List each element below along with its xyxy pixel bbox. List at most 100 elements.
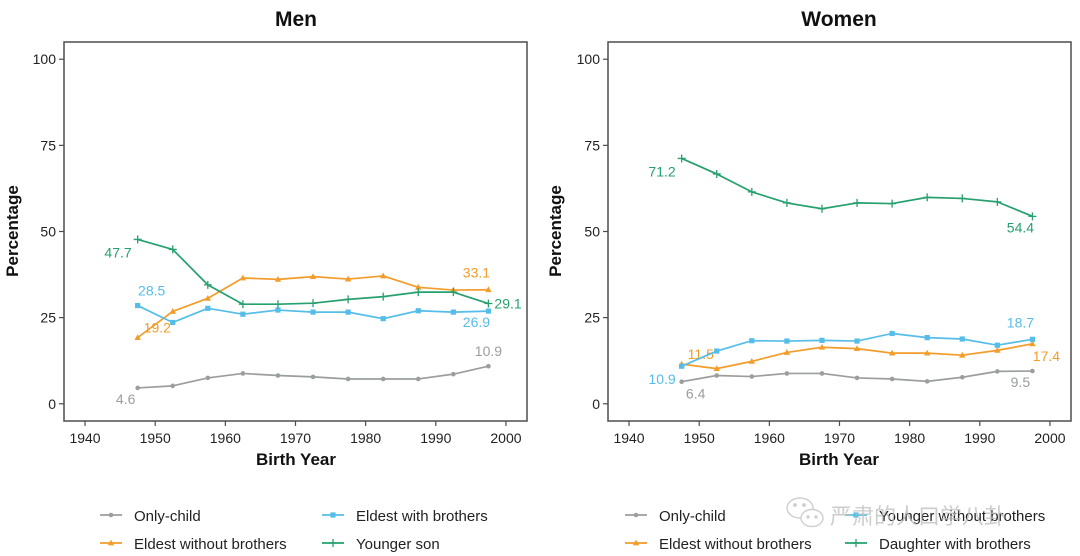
- men-x-tick-label: 1960: [210, 430, 241, 446]
- men-point-eldest_with: [450, 309, 456, 315]
- legend-label: Only-child: [134, 508, 201, 525]
- men-point-only_child: [380, 376, 386, 382]
- legend-label: Eldest without brothers: [134, 536, 287, 553]
- women-point-younger: [712, 169, 721, 178]
- women-point-eldest_without: [1029, 340, 1036, 347]
- women-y-tick-label: 50: [584, 224, 600, 240]
- men-point-eldest_with: [275, 307, 281, 313]
- women-point-only_child: [959, 374, 965, 380]
- men-legend-item-younger: Younger son: [322, 536, 440, 553]
- men-point-eldest_with: [135, 302, 141, 309]
- men-point-younger: [273, 300, 282, 309]
- women-point-younger: [677, 154, 686, 163]
- men-point-younger: [238, 300, 247, 309]
- men-x-tick-label: 1950: [140, 430, 171, 446]
- men-data-label: 28.5: [138, 283, 165, 299]
- men-series-younger: 47.7 29.1: [104, 235, 522, 312]
- women-point-only_child: [784, 371, 790, 376]
- women-point-eldest_with: [784, 338, 790, 344]
- men-point-only_child: [486, 363, 491, 369]
- women-point-eldest_with: [924, 335, 930, 341]
- legend-label: Only-child: [659, 508, 726, 525]
- men-point-eldest_without: [485, 286, 492, 293]
- women-legend-item-younger: Daughter with brothers: [845, 536, 1031, 553]
- women-x-tick-label: 1990: [964, 430, 995, 446]
- women-x-tick-label: 1940: [613, 430, 644, 446]
- legend-label: Younger son: [356, 536, 440, 553]
- legend-swatch-marker: [633, 512, 639, 518]
- men-x-axis-title: Birth Year: [256, 450, 336, 469]
- women-data-label: 71.2: [648, 163, 675, 179]
- women-point-eldest_without: [748, 357, 756, 364]
- men-point-eldest_with: [205, 305, 211, 311]
- women-point-eldest_with: [819, 337, 825, 343]
- women-point-only_child: [679, 379, 684, 385]
- women-point-younger: [1028, 212, 1037, 221]
- men-data-label: 33.1: [463, 265, 490, 281]
- men-point-eldest_with: [485, 308, 492, 314]
- men-series-only_child: 4.6 10.9: [116, 343, 502, 407]
- women-point-eldest_with: [679, 363, 685, 369]
- women-point-only_child: [924, 379, 930, 384]
- men-point-eldest_without: [134, 334, 141, 341]
- men-point-only_child: [205, 375, 211, 381]
- women-plot-frame: [607, 41, 1072, 422]
- legend-label: Eldest without brothers: [659, 536, 812, 553]
- women-point-only_child: [889, 376, 895, 382]
- women-legend-item-only_child: Only-child: [625, 508, 726, 525]
- men-series-eldest_with: 28.5 26.9: [135, 283, 492, 330]
- men-point-only_child: [415, 376, 421, 382]
- men-point-younger: [449, 288, 458, 297]
- men-data-label: 47.7: [104, 244, 131, 260]
- legend-label: Younger without brothers: [879, 508, 1045, 525]
- legend-swatch-marker: [330, 512, 336, 518]
- men-point-only_child: [451, 371, 456, 377]
- men-point-only_child: [240, 371, 246, 376]
- women-point-eldest_with: [854, 338, 860, 344]
- men-point-younger: [168, 245, 177, 254]
- women-point-eldest_without: [783, 349, 791, 355]
- men-point-younger: [414, 288, 423, 297]
- men-point-eldest_without: [309, 273, 317, 280]
- women-y-tick-label: 75: [584, 137, 600, 153]
- men-y-tick-label: 100: [33, 51, 57, 67]
- women-point-younger: [782, 198, 791, 207]
- women-point-eldest_without: [888, 349, 896, 356]
- women-data-label: 11.5: [688, 346, 714, 362]
- legend-label: Daughter with brothers: [879, 536, 1031, 553]
- women-series-younger: 71.2 54.4: [648, 154, 1037, 235]
- men-series-eldest_without: 19.2 33.1: [134, 265, 492, 341]
- women-line-younger: [681, 157, 1033, 218]
- men-point-only_child: [275, 373, 281, 378]
- men-y-tick-label: 25: [40, 310, 56, 326]
- legend-swatch-marker: [853, 512, 859, 518]
- women-point-only_child: [995, 369, 1000, 374]
- men-point-eldest_with: [240, 311, 246, 317]
- women-point-younger: [817, 204, 826, 213]
- women-point-eldest_with: [889, 330, 895, 337]
- men-x-tick-label: 1970: [280, 430, 311, 446]
- men-point-eldest_without: [415, 283, 422, 290]
- men-plot-frame: [63, 41, 528, 422]
- women-point-younger: [888, 199, 897, 208]
- men-x-tick-label: 2000: [490, 430, 521, 446]
- women-point-younger: [747, 187, 756, 196]
- women-y-tick-label: 100: [577, 51, 601, 67]
- men-chart-title: Men: [275, 8, 317, 31]
- men-point-eldest_with: [345, 309, 351, 315]
- women-point-younger: [923, 193, 932, 202]
- women-point-only_child: [854, 375, 860, 381]
- women-point-younger: [993, 197, 1002, 206]
- men-y-tick-label: 50: [40, 224, 56, 240]
- women-data-label: 10.9: [648, 371, 675, 387]
- women-point-eldest_without: [853, 345, 861, 352]
- women-point-eldest_without: [994, 346, 1001, 353]
- men-legend-item-eldest_without: Eldest without brothers: [100, 536, 287, 553]
- women-data-label: 18.7: [1007, 314, 1034, 330]
- men-point-younger: [484, 299, 493, 308]
- men-line-younger: [137, 238, 489, 306]
- women-legend-item-eldest_without: Eldest without brothers: [625, 536, 812, 553]
- legend-swatch-marker: [107, 539, 115, 546]
- women-point-eldest_with: [959, 336, 965, 342]
